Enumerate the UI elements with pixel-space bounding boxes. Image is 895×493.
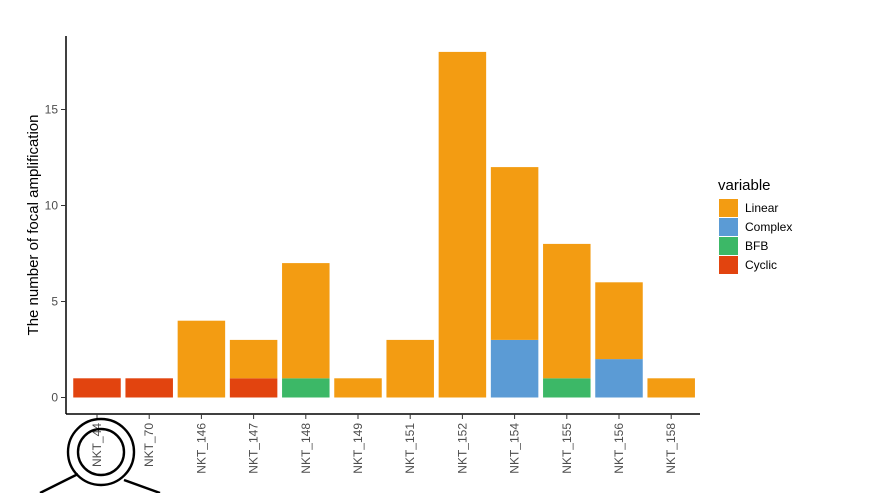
x-tick-label: NKT_156 <box>612 423 626 474</box>
bar-linear-nkt-155 <box>543 243 591 379</box>
bar-bfb-nkt-148 <box>282 378 330 398</box>
bar-linear-nkt-152 <box>438 51 487 398</box>
bar-complex-nkt-154 <box>490 339 539 398</box>
legend-label-complex: Complex <box>745 220 792 234</box>
bar-bfb-nkt-155 <box>543 378 591 398</box>
bar-linear-nkt-146 <box>177 320 226 398</box>
x-tick-label: NKT_70 <box>142 423 156 467</box>
x-tick-label: NKT_154 <box>508 423 522 474</box>
legend-title: variable <box>718 177 771 194</box>
y-tick-label: 15 <box>45 103 59 117</box>
bars-layer <box>73 51 695 398</box>
legend-swatch-bfb <box>719 237 738 255</box>
axes <box>65 36 700 415</box>
x-tick-label: NKT_44 <box>90 423 104 467</box>
bar-linear-nkt-149 <box>334 378 382 398</box>
y-axis-title: The number of focal amplification <box>25 115 42 336</box>
bar-cyclic-nkt-147 <box>229 378 278 398</box>
legend-items: Linear Complex BFB Cyclic <box>719 199 792 274</box>
legend-swatch-complex <box>719 218 738 236</box>
legend: variable Linear Complex BFB Cyclic <box>718 177 792 274</box>
legend-swatch-linear <box>719 199 738 217</box>
x-ticks: NKT_44 NKT_70 NKT_146 NKT_147 NKT_148 NKT_149… <box>90 414 678 474</box>
bar-linear-nkt-148 <box>282 263 330 379</box>
y-tick-label: 5 <box>51 295 58 309</box>
y-ticks: 0 5 10 15 <box>45 103 66 405</box>
legend-label-bfb: BFB <box>745 239 768 253</box>
x-tick-label: NKT_149 <box>351 423 365 474</box>
x-tick-label: NKT_151 <box>403 423 417 474</box>
legend-swatch-cyclic <box>719 256 738 274</box>
legend-label-cyclic: Cyclic <box>745 258 777 272</box>
bar-cyclic-nkt-44 <box>73 378 121 398</box>
bar-linear-nkt-158 <box>647 378 695 398</box>
legend-label-linear: Linear <box>745 201 778 215</box>
x-tick-label: NKT_147 <box>247 423 261 474</box>
x-tick-label: NKT_152 <box>455 423 469 474</box>
x-tick-label: NKT_155 <box>560 423 574 474</box>
x-tick-label: NKT_158 <box>664 423 678 474</box>
y-tick-label: 0 <box>51 391 58 405</box>
bar-linear-nkt-151 <box>386 339 434 398</box>
bar-complex-nkt-156 <box>595 359 643 398</box>
bar-linear-nkt-147 <box>229 339 278 379</box>
bar-linear-nkt-156 <box>595 282 643 360</box>
x-tick-label: NKT_148 <box>299 423 313 474</box>
bar-linear-nkt-154 <box>490 167 539 340</box>
y-tick-label: 10 <box>45 199 59 213</box>
magnifier-icon <box>39 417 161 493</box>
x-tick-label: NKT_146 <box>194 423 208 474</box>
bar-cyclic-nkt-70 <box>125 378 173 398</box>
